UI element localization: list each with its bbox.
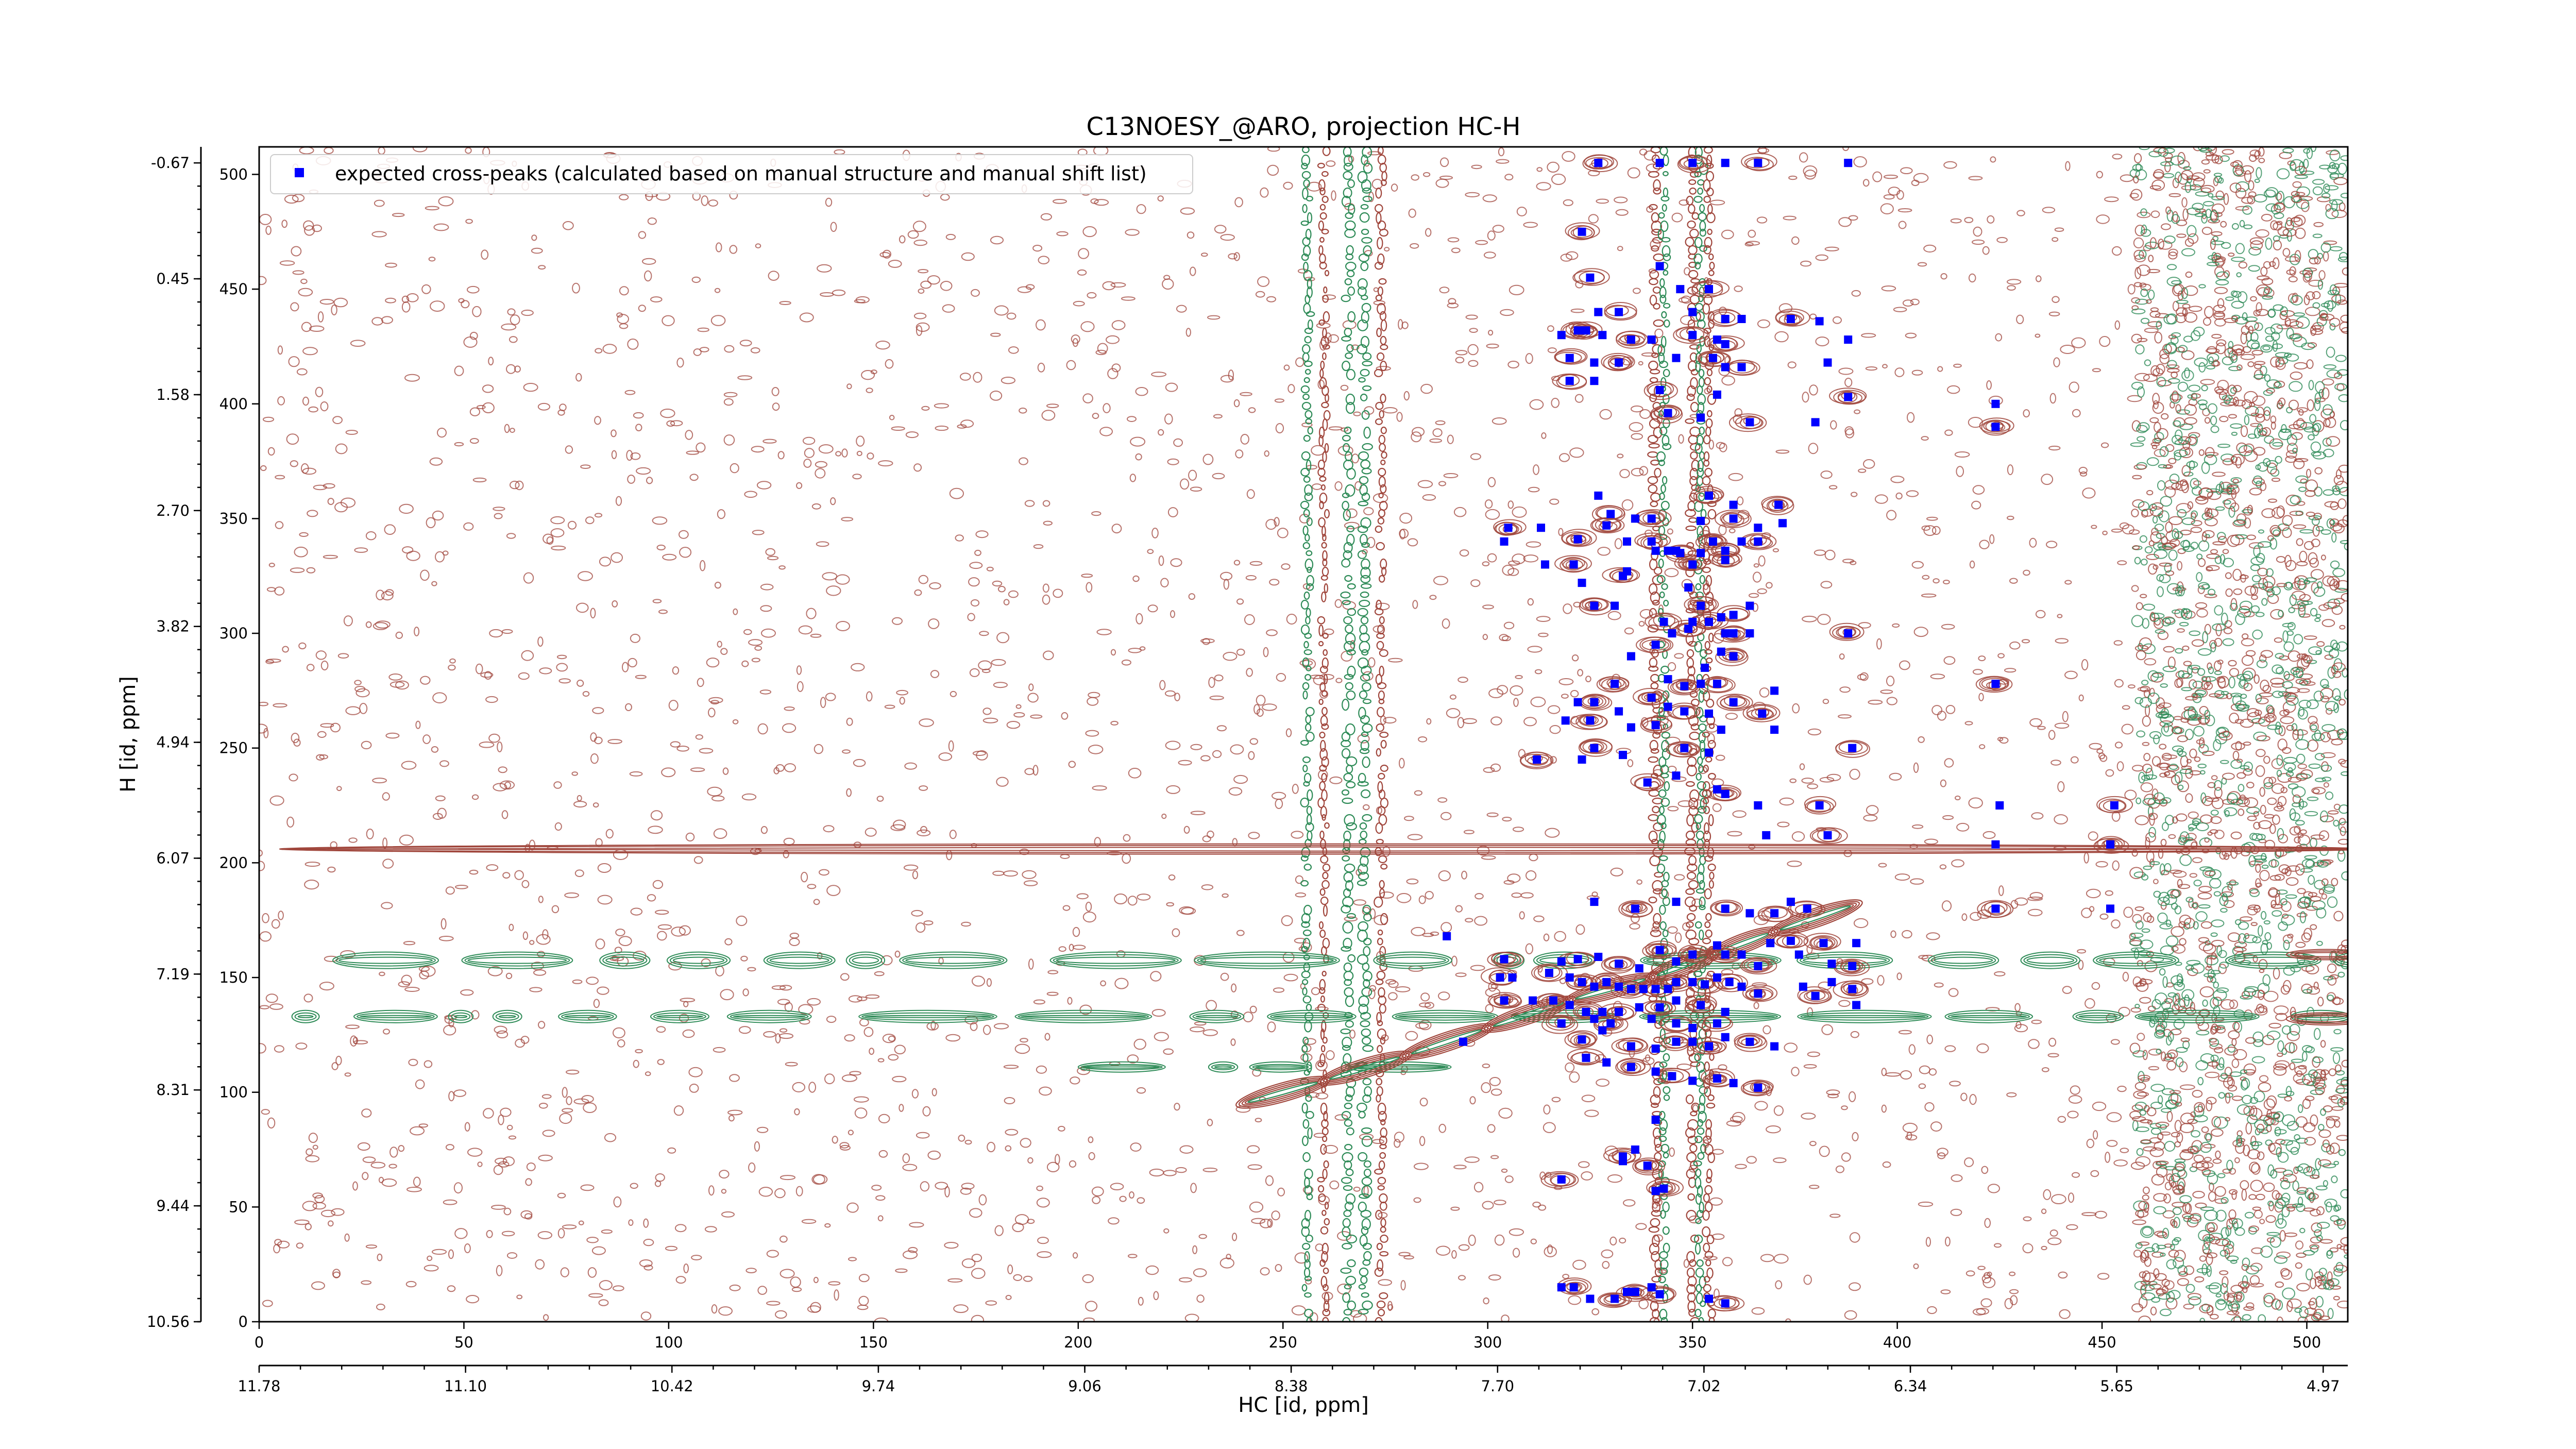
plot-area [259,147,2348,1322]
chart-title: C13NOESY_@ARO, projection HC-H [1087,112,1521,141]
